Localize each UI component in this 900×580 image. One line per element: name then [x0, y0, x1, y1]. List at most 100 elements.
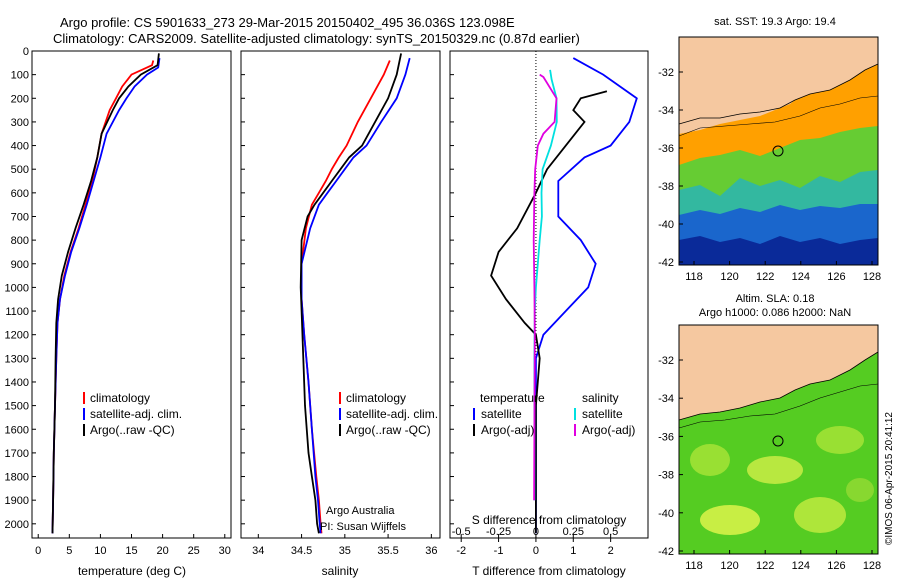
series-line-salinity-satellite [533, 69, 558, 501]
depth-tick-label: 1900 [5, 495, 29, 507]
x-tick-label: 5 [66, 545, 72, 557]
x-tick-label: 1 [570, 545, 576, 557]
x-tick-label: 35 [339, 545, 351, 557]
sla-coastline [678, 351, 879, 421]
depth-tick-label: 1800 [5, 472, 29, 484]
legend-label-satellite: satellite-adj. clim. [90, 407, 182, 421]
map-lat-label: -40 [658, 219, 674, 231]
x-tick-label: 35.5 [377, 545, 398, 557]
depth-axis: 0 100 200 300 400 500 600 700 800 900 1000 1100 1200… [5, 46, 454, 531]
map-lat-label: -32 [658, 355, 674, 367]
sla-blob [700, 505, 760, 535]
x-tick-label: -2 [456, 545, 466, 557]
temperature-series [51, 53, 161, 534]
depth-tick-label: 600 [11, 188, 29, 200]
sla-blob [816, 426, 864, 454]
series-line-salinity-argo-adj- [532, 73, 558, 501]
legend-label-argo: Argo(..raw -QC) [90, 423, 175, 437]
header-line-2: Climatology: CARS2009. Satellite-adjuste… [53, 31, 580, 46]
sla-blob [846, 478, 874, 502]
difference-legend: temperature satellite Argo(-adj) salinit… [473, 391, 635, 437]
map-lon-label: 124 [792, 271, 810, 283]
depth-tick-label: 0 [23, 46, 29, 58]
depth-tick-label: 100 [11, 70, 29, 82]
map-lat-label: -42 [658, 546, 674, 558]
temperature-x-axis: 0 5 10 15 20 25 30 [35, 534, 231, 557]
map-lon-label: 126 [827, 271, 845, 283]
series-line-argo-raw-qc- [299, 53, 402, 534]
series-line-argo-raw-qc- [51, 53, 160, 534]
x-tick-label: -1 [494, 545, 504, 557]
map-lat-label: -38 [658, 181, 674, 193]
depth-tick-label: 200 [11, 93, 29, 105]
map-lat-label: -38 [658, 470, 674, 482]
legend-title-temperature: temperature [480, 391, 545, 405]
salinity-legend: climatology satellite-adj. clim. Argo(..… [320, 391, 438, 533]
sst-map-frame [678, 36, 879, 266]
sla-map-title-1: Altim. SLA: 0.18 [736, 293, 815, 305]
map-lon-label: 128 [863, 560, 881, 572]
x-tick-label: 0 [35, 545, 41, 557]
sla-blob [690, 444, 730, 476]
x-tick-label: 10 [94, 545, 106, 557]
depth-tick-label: 800 [11, 235, 29, 247]
sst-coldest-water [679, 236, 878, 265]
map-lon-label: 122 [756, 560, 774, 572]
sst-isobath [678, 95, 879, 137]
x-tick-label: 34.5 [291, 545, 312, 557]
salinity-x-label: salinity [322, 564, 359, 578]
map-lon-label: 120 [720, 560, 738, 572]
depth-tick-label: 1600 [5, 424, 29, 436]
legend-label-t-satellite: satellite [481, 407, 522, 421]
header-line-1: Argo profile: CS 5901633_273 29-Mar-2015… [60, 15, 515, 30]
series-line-temperature-satellite [535, 57, 638, 534]
map-lon-label: 128 [863, 271, 881, 283]
legend-label-s-satellite: satellite [582, 407, 623, 421]
sla-map-frame [678, 324, 879, 555]
map-lon-label: 118 [685, 271, 703, 283]
sla-blob [747, 456, 803, 484]
legend-title-salinity: salinity [582, 391, 619, 405]
sla-isobath [678, 383, 879, 429]
sla-map [678, 324, 879, 555]
legend-label-climatology: climatology [346, 391, 406, 405]
argo-location-marker [772, 435, 784, 447]
x-tick-label: 0.5 [603, 526, 618, 538]
temperature-legend: climatology satellite-adj. clim. Argo(..… [83, 391, 182, 437]
x-tick-label: -0.5 [452, 526, 471, 538]
sla-map-axes: -32 -34 -36 -38 -40 -42 118 120 122 124 126 128 [658, 355, 881, 572]
argo-location-marker [772, 145, 784, 157]
sla-map-title-2: Argo h1000: 0.086 h2000: NaN [699, 307, 851, 319]
depth-tick-label: 1000 [5, 282, 29, 294]
depth-tick-label: 1400 [5, 377, 29, 389]
legend-label-argo: Argo(..raw -QC) [346, 423, 431, 437]
map-lat-label: -36 [658, 431, 674, 443]
x-tick-label: 36 [425, 545, 437, 557]
x-tick-label: 34 [252, 545, 264, 557]
map-lat-label: -34 [658, 105, 674, 117]
depth-tick-label: 700 [11, 211, 29, 223]
map-lon-label: 120 [720, 271, 738, 283]
depth-tick-label: 1700 [5, 448, 29, 460]
map-lat-label: -32 [658, 67, 674, 79]
map-lon-label: 126 [827, 560, 845, 572]
depth-tick-label: 900 [11, 259, 29, 271]
map-lon-label: 118 [685, 560, 703, 572]
series-line-satellite-adj-clim- [51, 57, 161, 534]
map-lat-label: -36 [658, 143, 674, 155]
sst-map-title: sat. SST: 19.3 Argo: 19.4 [714, 16, 836, 28]
depth-tick-label: 300 [11, 117, 29, 129]
imos-watermark: ©IMOS 06-Apr-2015 20:41:12 [884, 412, 895, 545]
series-line-satellite-adj-clim- [300, 57, 411, 534]
sla-blob [794, 497, 846, 533]
salinity-panel-frame [240, 50, 441, 539]
depth-tick-label: 2000 [5, 519, 29, 531]
legend-label-satellite: satellite-adj. clim. [346, 407, 438, 421]
depth-tick-label: 1100 [5, 306, 29, 318]
legend-label-s-argo: Argo(-adj) [582, 423, 635, 437]
x-tick-label: 0.25 [563, 526, 584, 538]
series-line-temperature-argo-adj- [490, 90, 608, 534]
sst-coastline-land [679, 37, 878, 124]
s-difference-x-axis: -0.5-0.2500.250.5 [452, 526, 618, 542]
depth-tick-label: 500 [11, 164, 29, 176]
